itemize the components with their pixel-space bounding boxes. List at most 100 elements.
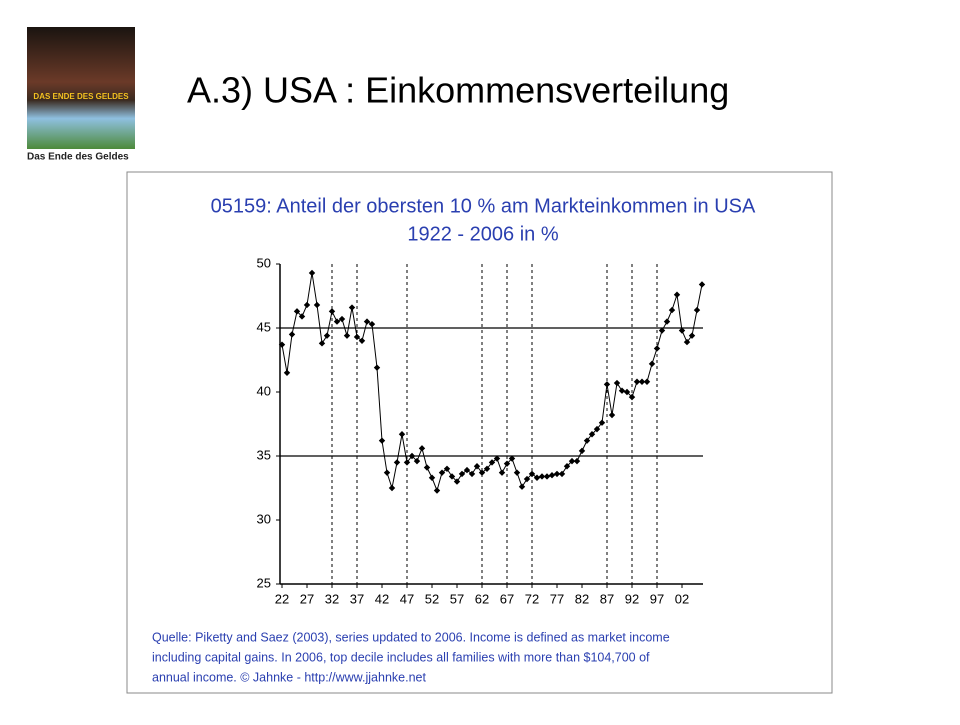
data-point: [503, 460, 511, 467]
data-point: [698, 281, 706, 288]
data-point: [343, 332, 351, 339]
data-point: [478, 469, 486, 476]
chart-frame: [126, 171, 833, 694]
data-point: [583, 437, 591, 444]
y-tick-label: 30: [257, 511, 271, 526]
x-tick-label: 02: [675, 591, 689, 606]
x-tick-label: 87: [600, 591, 614, 606]
x-tick-label: 37: [350, 591, 364, 606]
data-point: [648, 360, 656, 368]
x-tick-label: 92: [625, 591, 639, 606]
data-point: [438, 469, 446, 476]
data-point: [463, 466, 471, 474]
data-point: [398, 431, 406, 438]
data-point: [553, 470, 561, 478]
source-note: annual income. © Jahnke - http://www.jja…: [152, 670, 426, 684]
data-point: [518, 483, 526, 490]
data-point: [383, 469, 391, 476]
data-point: [618, 387, 626, 394]
data-point: [558, 470, 566, 478]
data-point: [678, 327, 686, 334]
data-point: [488, 459, 496, 466]
data-point: [393, 459, 401, 466]
source-note: Quelle: Piketty and Saez (2003), series …: [152, 630, 670, 644]
y-tick-label: 25: [257, 575, 271, 590]
data-point: [573, 457, 581, 465]
data-point: [278, 341, 286, 348]
y-tick-label: 40: [257, 383, 271, 398]
data-point: [448, 473, 456, 480]
data-point: [333, 318, 341, 325]
data-point: [288, 331, 296, 338]
x-tick-label: 52: [425, 591, 439, 606]
data-point: [663, 318, 671, 325]
data-point: [353, 333, 361, 341]
data-point: [693, 306, 701, 314]
y-tick-label: 50: [257, 255, 271, 270]
data-point: [318, 340, 326, 347]
data-point: [608, 411, 616, 419]
data-point: [528, 470, 536, 478]
data-point: [338, 315, 346, 323]
x-tick-label: 57: [450, 591, 464, 606]
x-tick-label: 97: [650, 591, 664, 606]
book-cover: [27, 27, 135, 149]
data-point: [368, 320, 376, 328]
data-point: [658, 327, 666, 334]
data-point: [403, 459, 411, 466]
data-point: [298, 313, 306, 320]
data-point: [688, 332, 696, 339]
x-tick-label: 67: [500, 591, 514, 606]
data-point: [638, 378, 646, 385]
source-note: including capital gains. In 2006, top de…: [152, 650, 650, 664]
x-tick-label: 22: [275, 591, 289, 606]
data-point: [563, 463, 571, 470]
data-point: [458, 470, 466, 478]
data-point: [358, 337, 366, 344]
data-point: [598, 419, 606, 426]
data-point: [413, 457, 421, 465]
data-point: [443, 465, 451, 472]
data-point: [578, 447, 586, 455]
data-point: [498, 469, 506, 476]
data-point: [548, 472, 556, 479]
x-tick-label: 42: [375, 591, 389, 606]
y-tick-label: 45: [257, 319, 271, 334]
data-point: [543, 473, 551, 480]
x-tick-label: 27: [300, 591, 314, 606]
data-point: [423, 464, 431, 471]
x-tick-label: 47: [400, 591, 414, 606]
data-point: [568, 457, 576, 465]
data-point: [513, 469, 521, 476]
data-point: [593, 425, 601, 433]
data-point: [323, 332, 331, 339]
data-point: [283, 369, 291, 376]
data-point: [603, 381, 611, 388]
x-tick-label: 72: [525, 591, 539, 606]
data-point: [373, 364, 381, 371]
x-tick-label: 32: [325, 591, 339, 606]
data-point: [508, 455, 516, 462]
data-point: [428, 474, 436, 481]
data-point: [588, 431, 596, 438]
data-point: [468, 470, 476, 478]
data-point: [668, 306, 676, 314]
slide-title: A.3) USA : Einkommensverteilung: [187, 70, 729, 111]
data-point: [433, 487, 441, 494]
data-point: [683, 338, 691, 346]
book-cover-title: DAS ENDE DES GELDES: [33, 92, 129, 101]
x-tick-label: 82: [575, 591, 589, 606]
x-tick-label: 77: [550, 591, 564, 606]
data-point: [653, 345, 661, 352]
data-point: [293, 308, 301, 315]
data-point: [328, 308, 336, 315]
data-point: [533, 474, 541, 481]
chart-title: 05159: Anteil der obersten 10 % am Markt…: [211, 195, 756, 217]
data-point: [303, 301, 311, 309]
data-point: [313, 301, 321, 309]
chart-subtitle: 1922 - 2006 in %: [407, 223, 558, 245]
data-point: [473, 463, 481, 470]
data-point: [378, 437, 386, 444]
data-point: [538, 473, 546, 480]
